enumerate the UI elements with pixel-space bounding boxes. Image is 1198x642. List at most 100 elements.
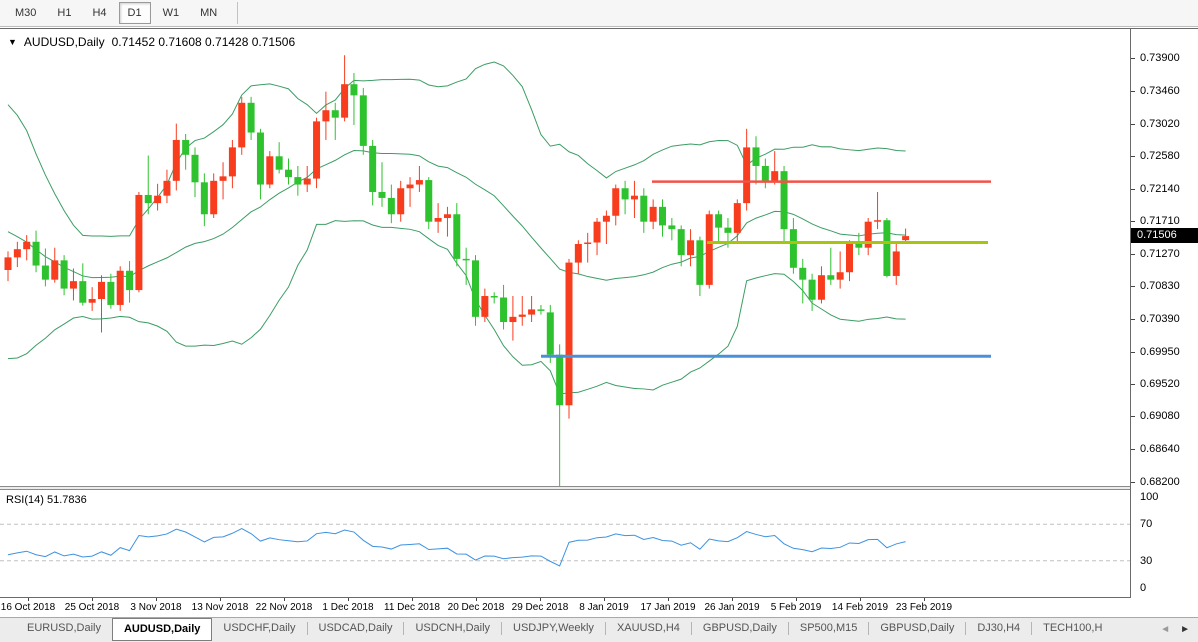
chart-tab-xauusd-h4[interactable]: XAUUSD,H4 [616,622,680,634]
price-tick [1131,416,1135,418]
chart-tab-dj30-h4[interactable]: DJ30,H4 [977,622,1021,634]
price-tick [1131,319,1135,321]
chart-tab-usdcad-daily[interactable]: USDCAD,Daily [318,622,393,634]
candle [144,194,152,204]
date-tick [860,598,861,601]
chart-dropdown-icon[interactable]: ▼ [8,37,17,47]
timeframe-button-m30[interactable]: M30 [15,7,37,19]
price-tick [1131,156,1135,158]
chart-tab-eurusd-daily[interactable]: EURUSD,Daily [27,622,101,634]
current-price-badge: 0.71506 [1131,228,1198,244]
chart-symbol-label: AUDUSD,Daily [23,35,105,49]
candle [88,298,96,303]
tab-separator [1031,622,1033,635]
candle [630,195,638,200]
chart-tab-tech100-h[interactable]: TECH100,H [1043,622,1103,634]
price-tick-label: 0.72580 [1140,150,1180,163]
date-axis[interactable]: 16 Oct 2018 25 Oct 2018 3 Nov 2018 13 Nov 2… [0,597,1131,618]
candle [546,312,554,355]
price-tick-label: 0.68640 [1140,443,1180,456]
date-tick-label: 3 Nov 2018 [130,602,182,613]
date-tick-label: 29 Dec 2018 [511,602,569,613]
timeframe-button-d1[interactable]: D1 [118,2,151,24]
date-tick-label: 17 Jan 2019 [640,602,696,613]
candle [387,197,395,215]
date-tick-label: 8 Jan 2019 [579,602,629,613]
candle [275,156,283,170]
candle [556,354,564,406]
candle [378,191,386,198]
candle [191,154,199,183]
candle [116,270,124,305]
chart-tab-audusd-daily[interactable]: AUDUSD,Daily [111,618,213,641]
candle [453,214,461,259]
candle [472,260,479,317]
date-tick [732,598,733,601]
candle [528,309,536,315]
candle [715,214,723,228]
candle [247,102,255,133]
chart-window [0,28,1198,618]
candle [799,267,807,280]
timeframe-button-h1[interactable]: H1 [57,7,72,19]
chart-tab-usdjpy-weekly[interactable]: USDJPY,Weekly [513,622,594,634]
candle [238,102,246,148]
tab-scroll-right-icon[interactable]: ► [1180,623,1190,635]
candle [584,242,592,244]
timeframe-button-w1[interactable]: W1 [162,7,180,19]
chart-tab-usdchf-daily[interactable]: USDCHF,Daily [223,622,296,634]
candle [313,121,321,179]
rsi-indicator-canvas[interactable] [0,490,1131,597]
candle [303,178,311,185]
candle [696,240,704,285]
candle [724,227,732,233]
price-tick-label: 0.73900 [1140,52,1180,65]
chart-tab-gbpusd-daily[interactable]: GBPUSD,Daily [702,622,777,634]
candle [864,221,872,248]
candle [126,270,134,291]
tab-scroll-left-icon[interactable]: ◄ [1160,623,1171,635]
candle [331,110,339,118]
price-tick-label: 0.69520 [1140,377,1180,390]
candle [789,229,797,268]
chart-tab-usdcnh-daily[interactable]: USDCNH,Daily [415,622,491,634]
price-tick [1131,286,1135,288]
date-tick-label: 26 Jan 2019 [704,602,760,613]
rsi-axis-label: 30 [1140,554,1153,567]
timeframe-button-mn[interactable]: MN [200,7,218,19]
candle [490,296,498,298]
candle [163,180,171,196]
price-tick-label: 0.71270 [1140,247,1180,260]
candle [172,139,180,181]
candle [182,139,190,155]
candle [733,203,741,233]
candle [602,215,610,222]
price-scale-border [1130,29,1131,597]
candle [743,147,751,204]
date-tick [156,598,157,601]
candle [537,309,545,311]
chart-ohlc-values: 0.71452 0.71608 0.71428 0.71506 [111,35,296,49]
date-tick [796,598,797,601]
main-chart-canvas[interactable] [0,29,1131,486]
panel-splitter[interactable] [0,486,1131,490]
chart-tab-gbpusd-daily[interactable]: GBPUSD,Daily [880,622,955,634]
price-tick [1131,449,1135,451]
candle [98,281,105,299]
timeframe-toolbar: M30 H1 H4 D1 W1 MN [0,0,1198,27]
rsi-axis-label: 70 [1140,518,1153,531]
candle [41,265,49,280]
date-tick [220,598,221,601]
chart-tab-sp500-m15[interactable]: SP500,M15 [799,622,858,634]
candle [668,225,676,230]
tab-separator [403,622,405,635]
candle [761,165,769,181]
date-tick-label: 5 Feb 2019 [770,602,822,613]
date-tick-label: 16 Oct 2018 [0,602,56,613]
date-tick [28,598,29,601]
candle [780,171,788,230]
candle [752,147,760,166]
rsi-indicator-label: RSI(14) 51.7836 [6,494,87,506]
timeframe-button-h4[interactable]: H4 [92,7,107,19]
candle [210,180,218,215]
